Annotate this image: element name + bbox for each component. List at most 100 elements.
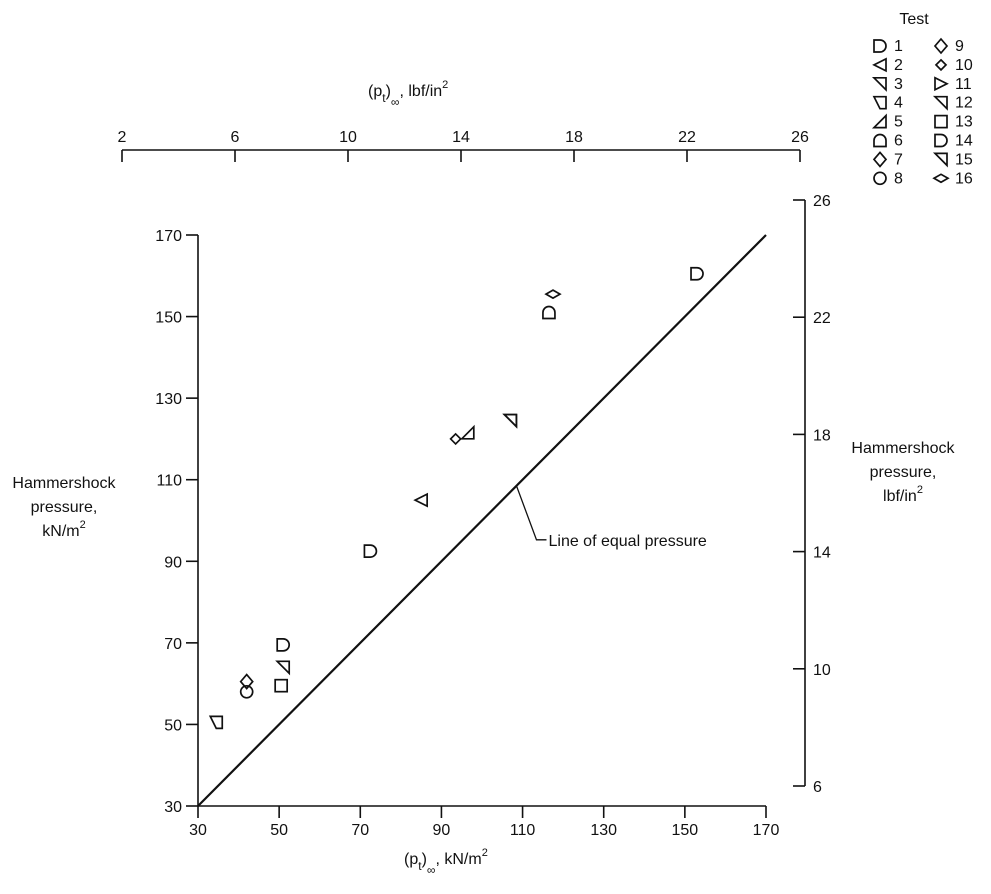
label-part: t [382, 91, 386, 105]
y2-tick-label: 10 [813, 662, 831, 679]
axis-labels-group: (pt)∞, lbf/in2(pt)∞, kN/m2Hammershockpre… [12, 79, 955, 877]
legend-marker-test-1 [873, 39, 887, 53]
data-point-test-7 [239, 673, 254, 690]
legend-marker-test-2 [872, 57, 887, 73]
legend-label-test-6: 6 [894, 133, 903, 150]
x-tick-label: 30 [189, 822, 207, 839]
y-axis-title-line: Hammershock [12, 475, 116, 492]
label-sup: 2 [917, 484, 923, 496]
y2-axis-title-line: Hammershock [851, 440, 955, 457]
marker-shape [873, 133, 887, 148]
y-tick-label: 90 [164, 554, 182, 571]
legend-marker-test-7 [872, 151, 888, 168]
y2-tick-label: 14 [813, 545, 831, 562]
legend-label-test-5: 5 [894, 114, 903, 131]
data-point-test-16 [544, 289, 562, 300]
x-tick-label: 50 [270, 822, 288, 839]
marker-shape [274, 678, 289, 693]
y-tick-label: 130 [155, 391, 182, 408]
label-part: ∞ [427, 863, 436, 877]
data-points-group [208, 266, 704, 730]
x2-tick-label: 18 [565, 129, 583, 146]
legend-label-test-1: 1 [894, 38, 903, 55]
legend-marker-test-6 [873, 133, 887, 148]
marker-shape [932, 95, 948, 111]
legend-marker-test-14 [934, 133, 948, 148]
x-tick-label: 130 [590, 822, 617, 839]
label-part: (p [404, 851, 418, 868]
marker-shape [275, 660, 291, 676]
marker-shape [934, 133, 948, 148]
marker-shape [932, 173, 950, 184]
data-point-test-2 [413, 492, 428, 508]
marker-shape [239, 684, 254, 699]
y-tick-label: 110 [156, 473, 182, 490]
marker-shape [544, 289, 562, 300]
data-point-test-14 [690, 266, 704, 281]
marker-shape [934, 76, 949, 92]
y2-tick-label: 26 [813, 193, 831, 210]
x2-tick-label: 14 [452, 129, 470, 146]
legend-marker-test-13 [934, 114, 948, 129]
legend-label-test-4: 4 [894, 95, 903, 112]
axes-group [122, 149, 806, 807]
x2-axis-title: (pt)∞, lbf/in2 [368, 79, 448, 109]
label-part: ) [386, 83, 391, 100]
x-tick-label: 150 [672, 822, 699, 839]
data-point-test-5 [459, 424, 475, 440]
legend-label-test-12: 12 [955, 95, 973, 112]
ticks-group: 30 50 70 90 110 130 150 170 30 50 70 90 110 130 150 170… [118, 129, 831, 839]
x2-tick-label: 22 [678, 129, 696, 146]
label-part: 2 [442, 79, 448, 91]
marker-shape [872, 95, 887, 110]
y2-axis-title-line: lbf/in2 [883, 484, 923, 505]
marker-shape [871, 76, 887, 92]
data-point-test-6 [542, 305, 556, 320]
legend-label-test-10: 10 [955, 57, 973, 74]
legend-label-test-3: 3 [894, 76, 903, 93]
marker-shape [932, 152, 948, 168]
marker-shape [873, 39, 887, 53]
marker-shape [502, 413, 518, 429]
legend-label-test-2: 2 [894, 57, 903, 74]
y2-tick-label: 18 [813, 427, 831, 444]
x2-tick-label: 10 [339, 129, 357, 146]
x2-tick-label: 6 [231, 129, 240, 146]
marker-shape [449, 432, 462, 446]
legend-marker-test-10 [934, 58, 948, 72]
legend-label-test-13: 13 [955, 114, 973, 131]
y-tick-label: 50 [164, 717, 182, 734]
label-part: , kN/m [435, 851, 481, 868]
label-part: ∞ [391, 95, 400, 109]
marker-shape [363, 544, 378, 558]
x2-tick-label: 26 [791, 129, 809, 146]
marker-shape [933, 37, 949, 55]
data-point-test-11 [276, 638, 291, 652]
y-tick-label: 70 [164, 636, 182, 653]
legend-marker-test-12 [932, 95, 948, 111]
equal-pressure-label: Line of equal pressure [548, 533, 706, 550]
data-point-test-1 [363, 544, 378, 558]
marker-shape [413, 492, 428, 508]
y2-axis-title-line: pressure, [870, 464, 937, 481]
legend-marker-test-3 [871, 76, 887, 92]
y-axis-title-line: pressure, [31, 499, 98, 516]
label-part: ) [422, 851, 427, 868]
legend-marker-test-4 [872, 95, 887, 110]
x-axis-title: (pt)∞, kN/m2 [404, 847, 488, 877]
x-tick-label: 170 [753, 822, 780, 839]
legend-label-test-8: 8 [894, 170, 903, 187]
data-point-test-13 [274, 678, 289, 693]
marker-shape [542, 305, 556, 320]
data-point-test-15 [275, 660, 291, 676]
label-part: t [418, 859, 422, 873]
x-tick-label: 70 [351, 822, 369, 839]
x-tick-label: 110 [510, 822, 536, 839]
y2-tick-label: 6 [813, 779, 822, 796]
legend-marker-test-11 [934, 76, 949, 92]
legend-marker-test-5 [871, 113, 887, 129]
marker-shape [934, 114, 948, 129]
x2-tick-label: 2 [118, 129, 127, 146]
data-point-test-8 [239, 684, 254, 699]
